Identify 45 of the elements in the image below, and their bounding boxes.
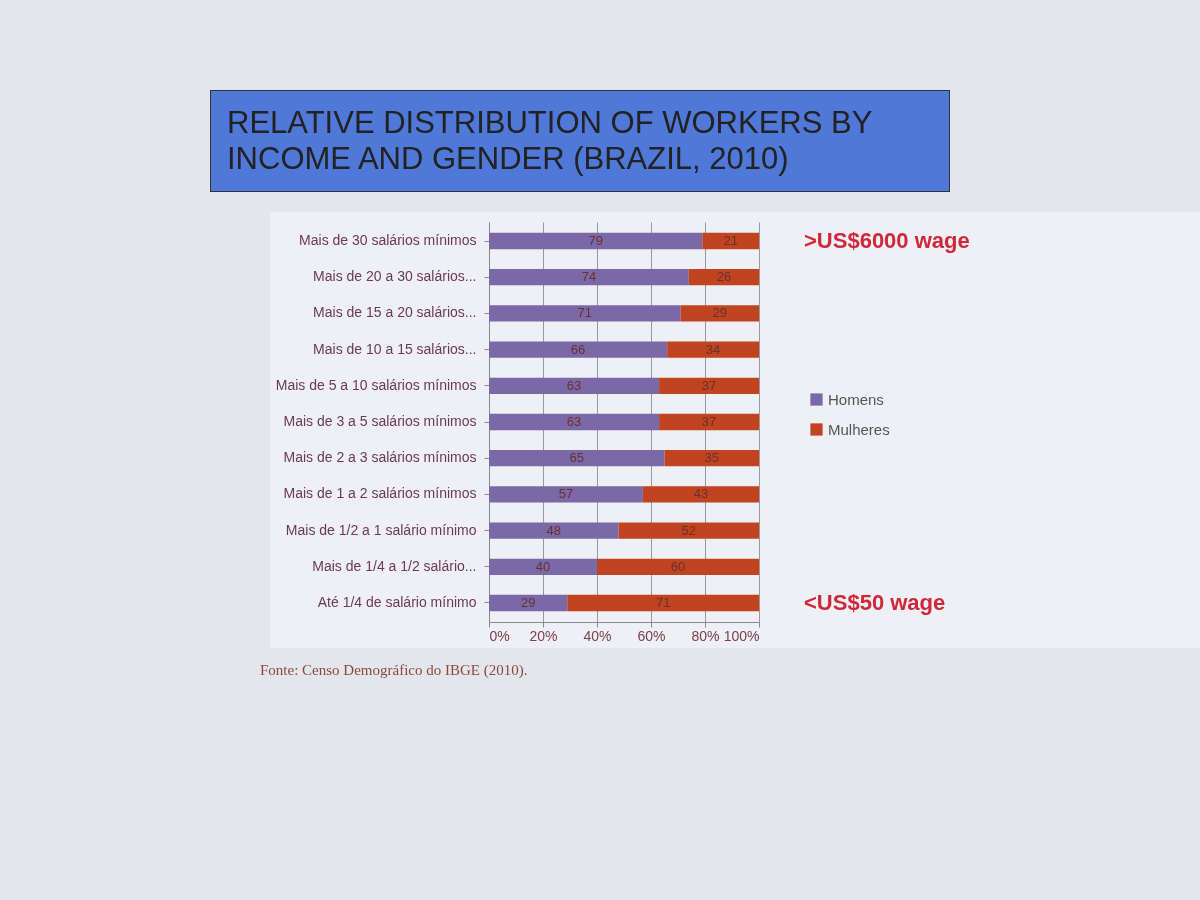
y-tick-label: Mais de 10 a 15 salários... [313,340,477,357]
data-label: 29 [520,595,536,610]
data-label: 74 [581,269,597,285]
data-label: 52 [681,522,697,538]
x-tick-label: 20% [529,627,558,644]
annotation: >US$6000 wage [804,228,970,253]
y-tick-label: Mais de 15 a 20 salários... [313,304,477,321]
data-label: 48 [546,522,562,538]
y-tick-label: Mais de 1 a 2 salários mínimos [283,485,477,502]
x-tick-label: 80% [691,627,720,644]
data-label: 43 [693,486,709,502]
x-tick-label: 100% [723,627,760,644]
data-label: 21 [723,233,738,248]
y-tick-label: Mais de 20 a 30 salários... [313,268,477,285]
legend-label: Mulheres [828,420,890,438]
data-label: 71 [655,595,671,610]
annotation: <US$50 wage [804,590,946,615]
x-tick-label: 0% [489,627,510,644]
data-label: 66 [570,341,586,357]
data-label: 37 [701,377,717,393]
legend-label: Homens [828,390,884,408]
y-tick-label: Mais de 5 a 10 salários mínimos [275,376,477,393]
x-tick-label: 40% [583,627,612,644]
y-tick-label: Até 1/4 de salário mínimo [317,594,477,610]
chart-title: RELATIVE DISTRIBUTION OF WORKERS BY INCOME AND GENDER (BRAZIL, 2010) [210,90,950,192]
data-label: 29 [712,305,728,321]
data-label: 35 [704,450,719,466]
data-label: 37 [701,414,717,429]
data-label: 65 [569,450,584,466]
data-label: 63 [566,414,582,429]
data-label: 60 [670,558,686,574]
data-label: 57 [558,486,574,502]
data-label: 63 [566,377,582,393]
source-note: Fonte: Censo Demográfico do IBGE (2010). [260,662,529,679]
data-label: 79 [588,233,603,248]
y-tick-label: Mais de 1/2 a 1 salário mínimo [285,521,477,538]
x-tick-label: 60% [637,627,666,644]
y-tick-label: Mais de 30 salários mínimos [299,232,477,248]
y-tick-label: Mais de 3 a 5 salários mínimos [283,413,477,429]
data-label: 71 [577,305,593,321]
data-label: 34 [705,341,721,357]
y-tick-label: Mais de 1/4 a 1/2 salário... [312,557,477,574]
data-label: 26 [716,269,732,285]
y-tick-label: Mais de 2 a 3 salários mínimos [283,449,477,466]
data-label: 40 [535,558,551,574]
